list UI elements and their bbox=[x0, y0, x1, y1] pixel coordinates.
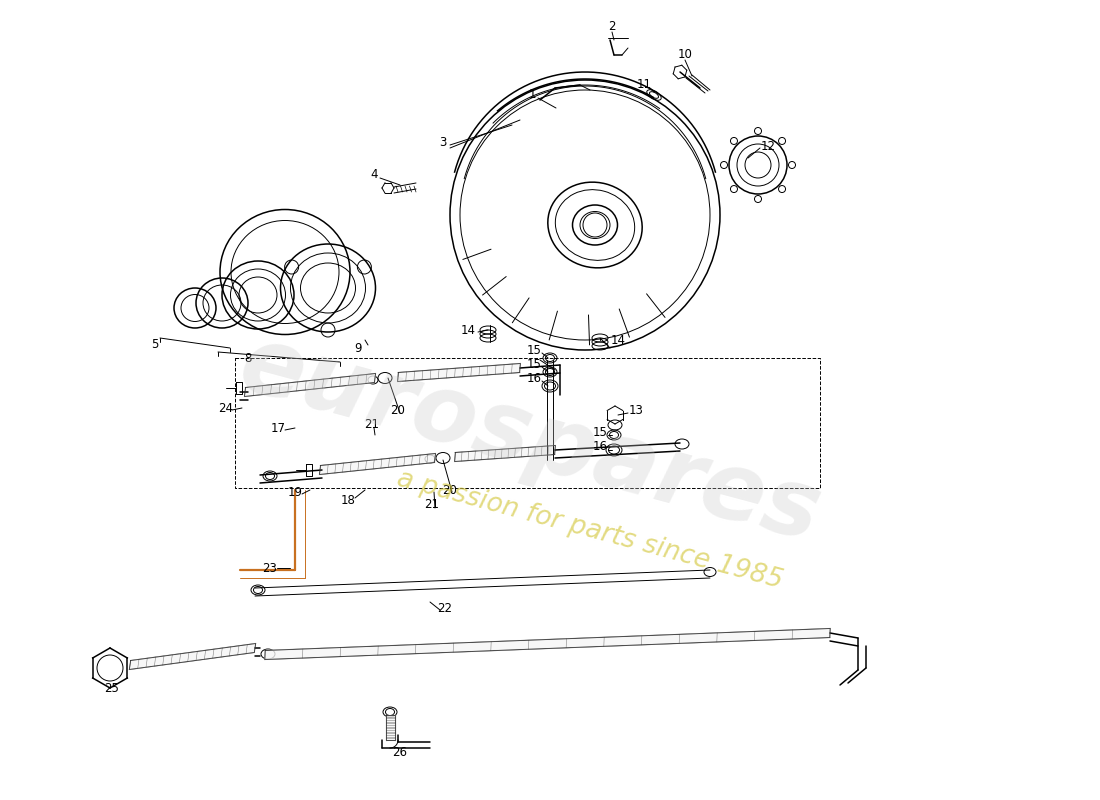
Text: 11: 11 bbox=[637, 78, 651, 91]
Text: 14: 14 bbox=[461, 323, 475, 337]
Text: 8: 8 bbox=[244, 351, 252, 365]
Text: 20: 20 bbox=[442, 483, 458, 497]
Text: a passion for parts since 1985: a passion for parts since 1985 bbox=[394, 466, 785, 594]
Text: 24: 24 bbox=[219, 402, 233, 414]
Text: 12: 12 bbox=[760, 139, 775, 153]
Text: 4: 4 bbox=[371, 169, 377, 182]
Text: 26: 26 bbox=[393, 746, 407, 758]
Text: 19: 19 bbox=[287, 486, 303, 498]
Text: 20: 20 bbox=[390, 403, 406, 417]
Text: 13: 13 bbox=[628, 405, 643, 418]
Text: 10: 10 bbox=[678, 49, 692, 62]
Polygon shape bbox=[398, 363, 520, 382]
Text: 18: 18 bbox=[341, 494, 355, 506]
Text: 15: 15 bbox=[527, 358, 541, 370]
Polygon shape bbox=[265, 629, 830, 659]
Polygon shape bbox=[385, 715, 395, 740]
Text: 21: 21 bbox=[425, 498, 440, 511]
Text: 9: 9 bbox=[354, 342, 362, 354]
Text: 21: 21 bbox=[364, 418, 380, 431]
Text: 3: 3 bbox=[439, 137, 447, 150]
Polygon shape bbox=[130, 643, 255, 670]
Text: 1: 1 bbox=[528, 87, 536, 101]
Text: 17: 17 bbox=[271, 422, 286, 434]
Text: 14: 14 bbox=[610, 334, 626, 346]
Text: 23: 23 bbox=[263, 562, 277, 574]
Text: 25: 25 bbox=[104, 682, 120, 694]
Text: 16: 16 bbox=[593, 441, 607, 454]
Text: eurospares: eurospares bbox=[230, 318, 830, 562]
Text: 15: 15 bbox=[593, 426, 607, 438]
Text: 5: 5 bbox=[152, 338, 158, 351]
Text: 22: 22 bbox=[438, 602, 452, 614]
Text: 15: 15 bbox=[527, 343, 541, 357]
Text: 16: 16 bbox=[527, 371, 541, 385]
Polygon shape bbox=[244, 374, 375, 397]
Text: 2: 2 bbox=[608, 21, 616, 34]
Polygon shape bbox=[319, 454, 436, 474]
Polygon shape bbox=[454, 446, 556, 462]
